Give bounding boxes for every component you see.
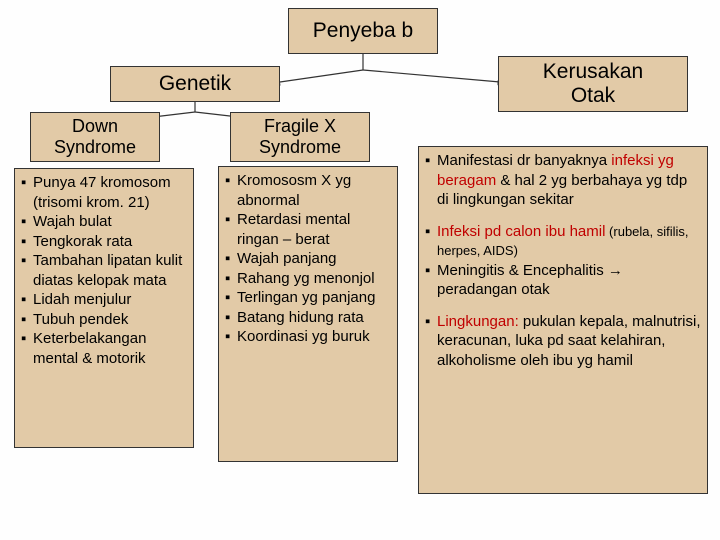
list-item: Wajah panjang <box>225 249 391 269</box>
list-item: Tubuh pendek <box>21 310 187 330</box>
list-item: Wajah bulat <box>21 212 187 232</box>
kerusakan-line2: Otak <box>543 84 643 108</box>
root-node: Penyeba b <box>288 8 438 54</box>
fragile-title: Fragile X Syndrome <box>230 112 370 162</box>
otak-list: Manifestasi dr banyaknya infeksi yg bera… <box>425 151 701 370</box>
list-item: Lingkungan: pukulan kepala, malnutrisi, … <box>425 312 701 371</box>
down-title: Down Syndrome <box>30 112 160 162</box>
list-item: Punya 47 kromosom (trisomi krom. 21) <box>21 173 187 212</box>
list-item: Kromososm X yg abnormal <box>225 171 391 210</box>
list-item: Infeksi pd calon ibu hamil (rubela, sifi… <box>425 222 701 261</box>
otak-bullets: Manifestasi dr banyaknya infeksi yg bera… <box>418 146 708 494</box>
genetik-node: Genetik <box>110 66 280 102</box>
list-item: Koordinasi yg buruk <box>225 327 391 347</box>
genetik-label: Genetik <box>159 72 231 96</box>
fragile-title-1: Fragile X <box>259 116 341 137</box>
spacer <box>425 300 701 312</box>
down-title-2: Syndrome <box>54 137 136 158</box>
kerusakan-line1: Kerusakan <box>543 60 643 84</box>
list-item: Terlingan yg panjang <box>225 288 391 308</box>
down-bullets: Punya 47 kromosom (trisomi krom. 21)Waja… <box>14 168 194 448</box>
spacer <box>425 210 701 222</box>
fragile-bullets: Kromososm X yg abnormalRetardasi mental … <box>218 166 398 462</box>
list-item: Keterbelakangan mental & motorik <box>21 329 187 368</box>
list-item: Manifestasi dr banyaknya infeksi yg bera… <box>425 151 701 210</box>
fragile-title-2: Syndrome <box>259 137 341 158</box>
list-item: Lidah menjulur <box>21 290 187 310</box>
root-label: Penyeba b <box>313 19 413 43</box>
down-title-1: Down <box>54 116 136 137</box>
list-item: Tambahan lipatan kulit diatas kelopak ma… <box>21 251 187 290</box>
list-item: Retardasi mental ringan – berat <box>225 210 391 249</box>
list-item: Rahang yg menonjol <box>225 269 391 289</box>
list-item: Batang hidung rata <box>225 308 391 328</box>
list-item: Meningitis & Encephalitis → peradangan o… <box>425 261 701 300</box>
kerusakan-node: Kerusakan Otak <box>498 56 688 112</box>
fragile-list: Kromososm X yg abnormalRetardasi mental … <box>225 171 391 347</box>
list-item: Tengkorak rata <box>21 232 187 252</box>
down-list: Punya 47 kromosom (trisomi krom. 21)Waja… <box>21 173 187 368</box>
